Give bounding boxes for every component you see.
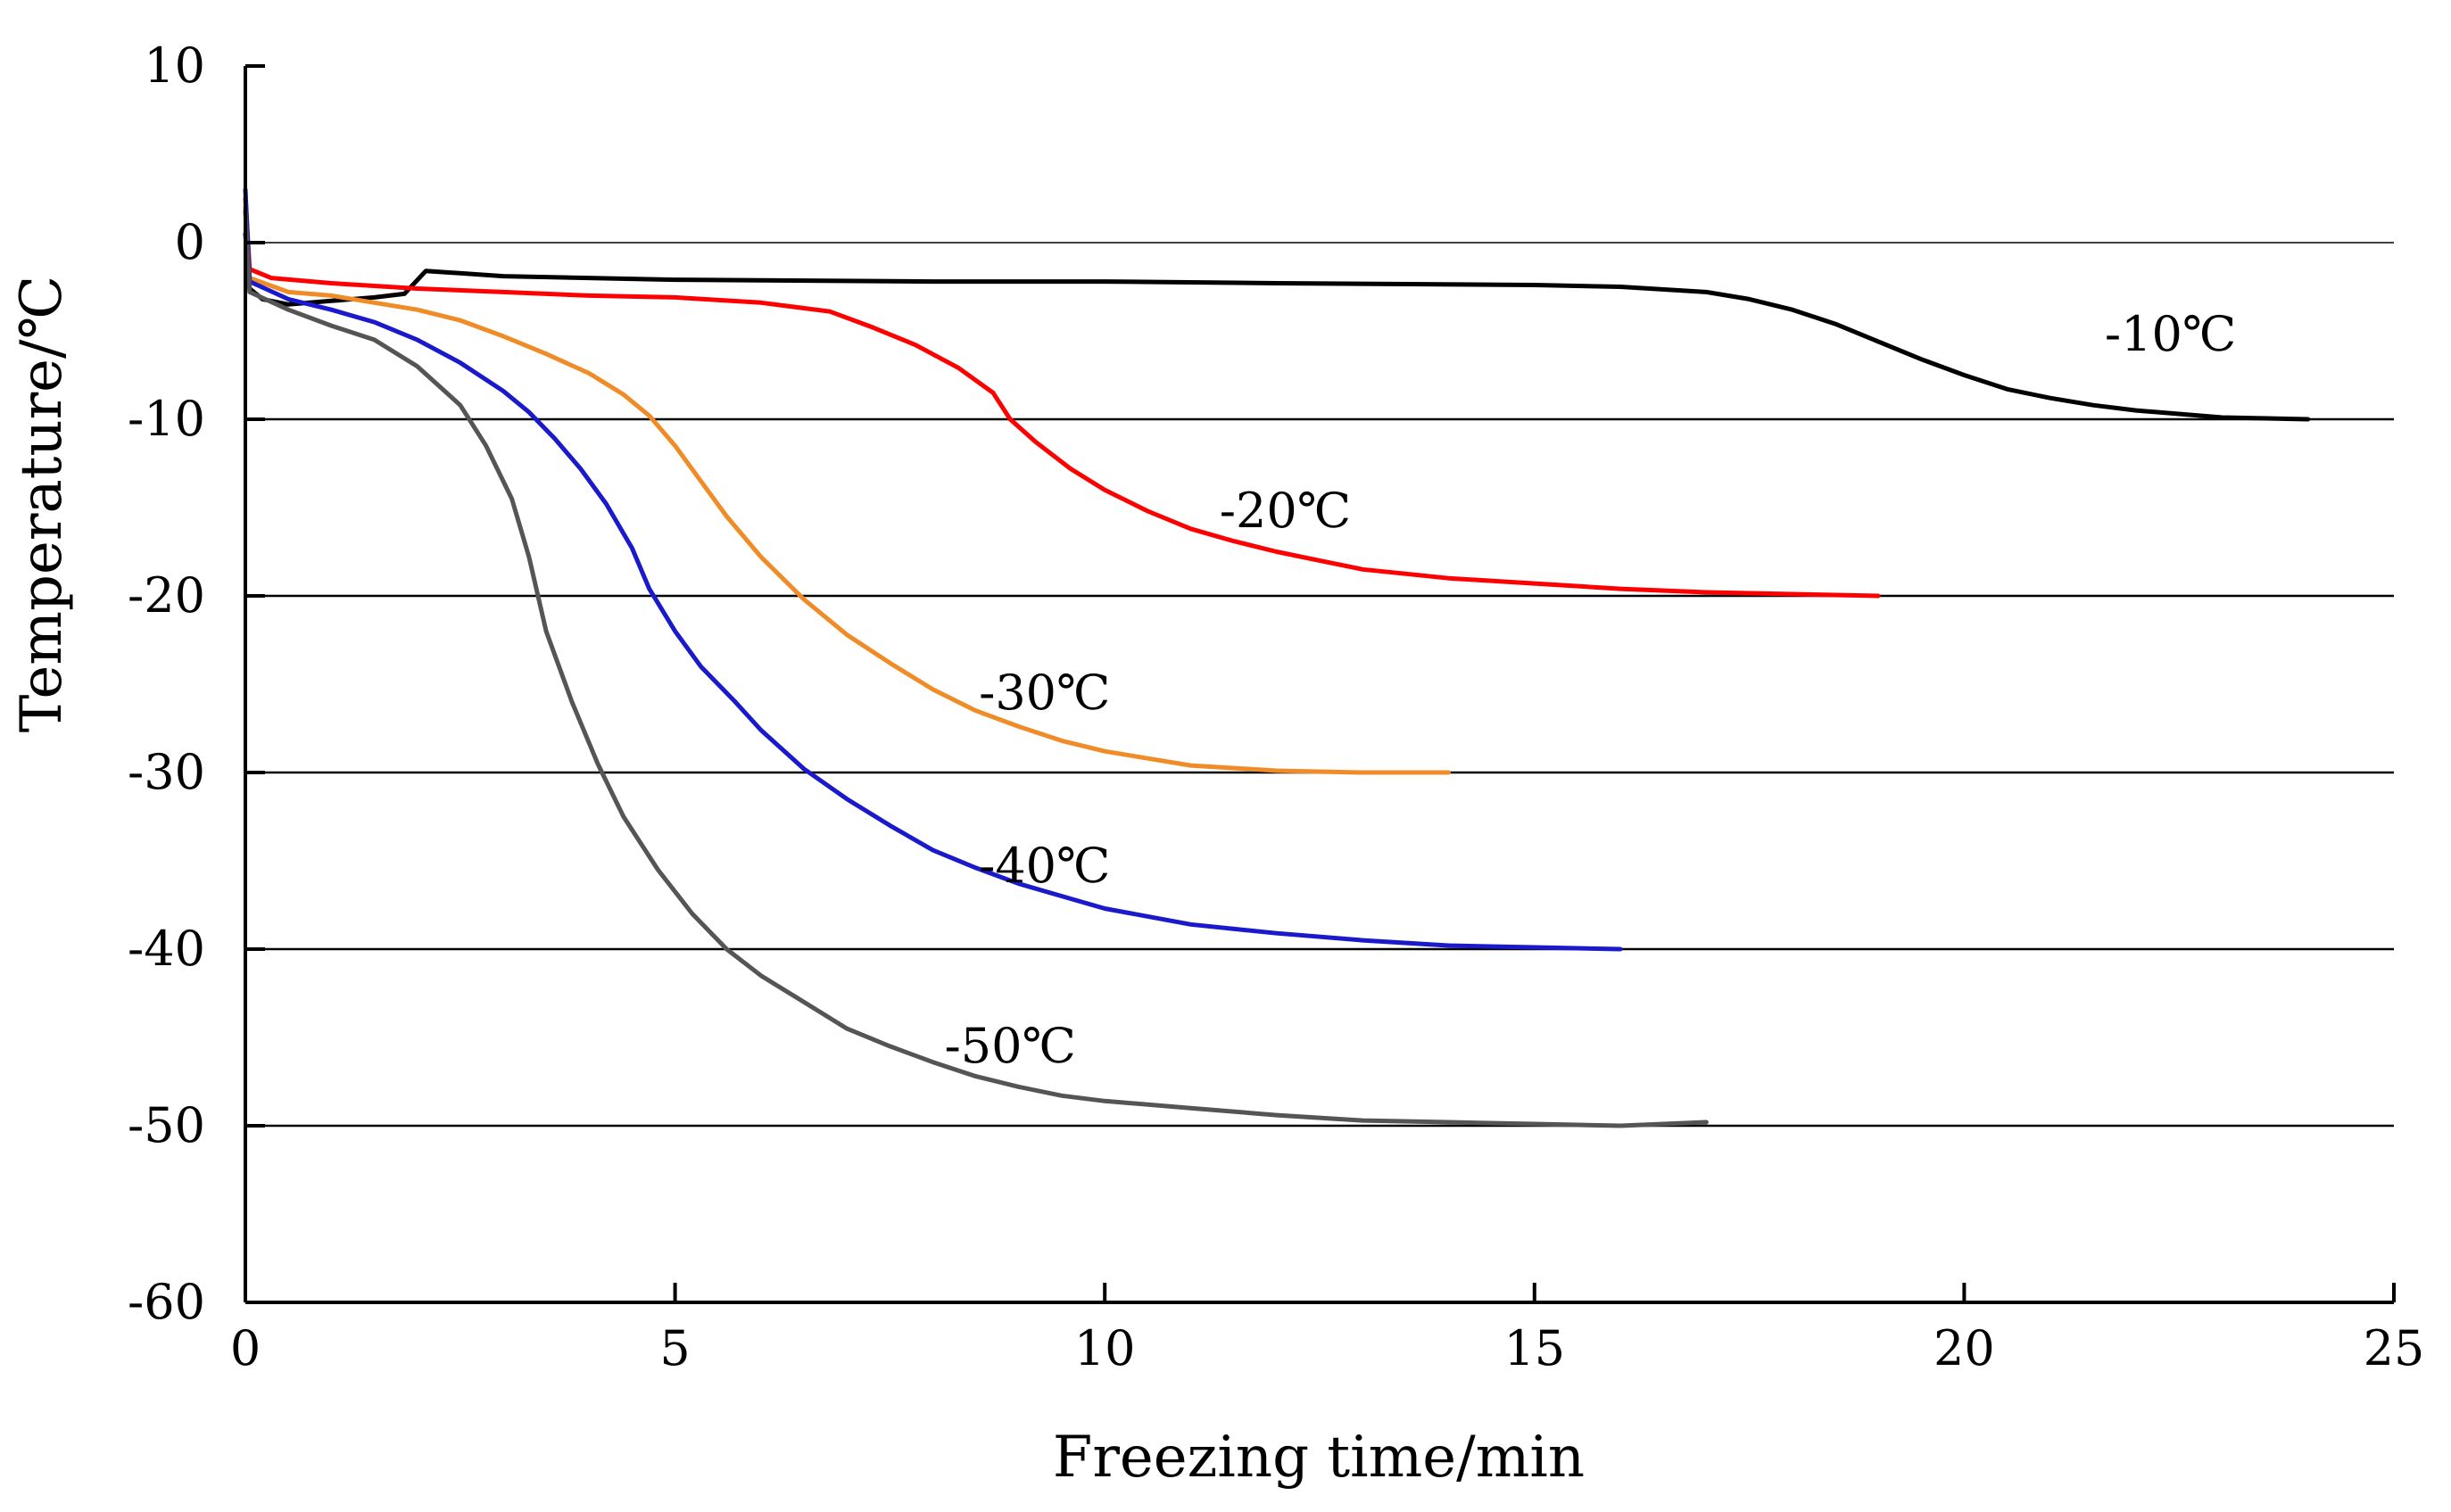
y-tick-label: -10 xyxy=(128,391,205,447)
series-line-3 xyxy=(243,204,1451,775)
series-label-4: -40℃ xyxy=(979,838,1110,894)
y-tick-label: -30 xyxy=(128,744,205,800)
x-tick-label: 20 xyxy=(1933,1320,1995,1376)
x-axis-title: Freezing time/min xyxy=(1053,1425,1585,1491)
y-tick-label: -50 xyxy=(128,1097,205,1153)
x-tick-label: 0 xyxy=(230,1320,261,1376)
series-line-4 xyxy=(243,187,1623,952)
x-tick-label: 10 xyxy=(1074,1320,1136,1376)
y-axis-title: Temperature/℃ xyxy=(9,276,75,732)
series-line-5 xyxy=(243,208,1709,1128)
axes: 10 0 -10 -20 -30 -40 -50 -60 0 5 10 15 20 25 xyxy=(128,37,2424,1376)
x-tick-label: 25 xyxy=(2364,1320,2425,1376)
x-tick-label: 5 xyxy=(659,1320,690,1376)
series-line-1 xyxy=(243,231,2311,422)
series-label-1: -10℃ xyxy=(2105,306,2236,362)
x-tick-label: 15 xyxy=(1503,1320,1565,1376)
y-tick-label: 0 xyxy=(175,214,205,270)
series-lines xyxy=(243,187,2311,1128)
y-tick-label: 10 xyxy=(144,37,205,94)
series-line-2 xyxy=(243,196,1881,599)
series-label-3: -30℃ xyxy=(979,665,1110,721)
series-label-5: -50℃ xyxy=(945,1018,1076,1074)
series-labels: -10℃ -20℃ -30℃ -40℃ -50℃ xyxy=(945,306,2237,1074)
y-tick-label: -60 xyxy=(128,1274,205,1330)
y-tick-label: -20 xyxy=(128,567,205,624)
y-tick-label: -40 xyxy=(128,921,205,977)
series-label-2: -20℃ xyxy=(1220,483,1351,539)
